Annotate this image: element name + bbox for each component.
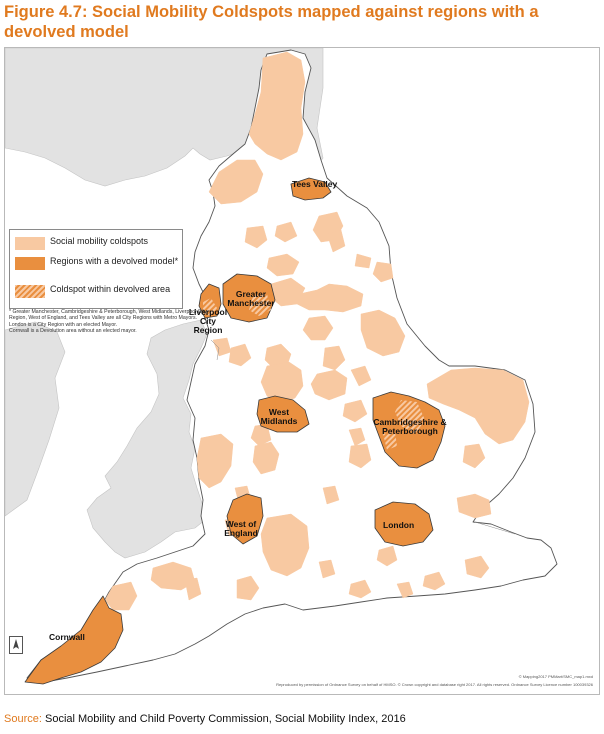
- label-london: London: [383, 520, 415, 530]
- legend-item-coldspots: Social mobility coldspots: [15, 236, 180, 250]
- coldspot-norfolk: [426, 367, 530, 445]
- coldspot-humber: [372, 261, 394, 283]
- devolved-regions: [24, 177, 446, 685]
- coldspot-chester: [212, 337, 232, 357]
- hatched-coldspots: [203, 294, 425, 450]
- hatch-cambridgeshire: [395, 400, 425, 434]
- coldspot-midlands-west: [260, 361, 304, 405]
- coldspot-yorks-dales: [244, 225, 268, 249]
- england-map: [5, 48, 558, 685]
- coldspot-somerset: [260, 513, 310, 577]
- label-tees-valley: Tees Valley: [292, 179, 338, 189]
- label-greater-manchester: Greater Manchester: [227, 289, 275, 308]
- scotland-land: [5, 48, 324, 187]
- coldspot-cumbria: [208, 159, 264, 205]
- coldspot-notts: [322, 345, 346, 371]
- coldspot-torbay: [184, 577, 202, 601]
- source-text: Social Mobility and Child Poverty Commis…: [44, 713, 406, 725]
- coldspot-sheffield: [296, 283, 364, 313]
- region-tees-valley: [290, 177, 332, 201]
- label-cambridgeshire: Cambridgeshire & Peterborough: [373, 417, 447, 436]
- coldspot-bradford: [274, 221, 298, 243]
- source-label: Source:: [4, 713, 42, 725]
- swatch-coldspots: [15, 237, 45, 250]
- coldspot-wilts: [318, 559, 336, 579]
- north-arrow-icon: [9, 636, 23, 654]
- coldspot-areas: [104, 51, 530, 611]
- coldspot-rutland: [350, 365, 372, 387]
- coldspot-herefordshire: [196, 433, 234, 489]
- coldspot-lancs-wolds: [266, 253, 300, 277]
- legend-item-hatched: Coldspot within devolved area: [15, 284, 180, 298]
- coldspot-hull: [354, 253, 372, 269]
- region-cornwall: [24, 595, 124, 685]
- coldspot-surrey: [376, 545, 398, 567]
- coldspot-bedford: [348, 427, 366, 447]
- coldspot-hastings: [396, 581, 414, 599]
- hatch-manchester: [249, 294, 271, 316]
- coldspot-northumberland: [248, 51, 306, 161]
- map-legend: Social mobility coldspots Regions with a…: [9, 229, 183, 309]
- legend-footnotes: * Greater Manchester, Cambridgeshire & P…: [9, 309, 219, 335]
- label-liverpool: Liverpool City Region: [188, 307, 228, 335]
- coldspot-northants: [348, 443, 372, 469]
- ireland-land: [5, 321, 66, 517]
- label-west-midlands: West Midlands: [260, 407, 298, 426]
- swatch-hatched: [15, 285, 45, 298]
- footnote-city-regions: * Greater Manchester, Cambridgeshire & P…: [9, 309, 207, 322]
- legend-label-coldspots: Social mobility coldspots: [50, 236, 149, 246]
- coldspot-shropshire: [228, 343, 252, 367]
- footnote-cornwall: Cornwall is a Devolution area without an…: [9, 328, 137, 335]
- swatch-devolved: [15, 257, 45, 270]
- coast-detail: [210, 339, 516, 535]
- coldspot-derby: [302, 315, 334, 341]
- coldspot-essex-coast: [456, 493, 492, 519]
- coldspot-isle-of-wight: [348, 579, 372, 599]
- legend-label-devolved: Regions with a devolved model*: [50, 256, 179, 266]
- hatch-cambs-south: [383, 432, 397, 450]
- source-note: Source: Social Mobility and Child Povert…: [4, 712, 406, 726]
- label-cornwall: Cornwall: [49, 632, 85, 642]
- label-west-of-england: West of England: [224, 519, 258, 538]
- region-west-of-england: [226, 493, 264, 545]
- wales-land: [86, 319, 208, 559]
- legend-label-hatched: Coldspot within devolved area: [50, 284, 171, 294]
- coldspot-lincolnshire: [360, 309, 406, 357]
- footnote-london: London is a City Region with an elected …: [9, 321, 118, 328]
- coldspot-cotswold: [252, 441, 280, 475]
- region-west-midlands: [256, 395, 310, 433]
- coldspot-leicester: [342, 399, 368, 423]
- hatch-liverpool: [203, 298, 217, 316]
- legend-item-devolved: Regions with a devolved model*: [15, 256, 180, 270]
- coldspot-dorset: [236, 575, 260, 601]
- figure-title: Figure 4.7: Social Mobility Coldspots ma…: [4, 3, 539, 41]
- coldspot-kent: [464, 555, 490, 579]
- map-frame: Social mobility coldspots Regions with a…: [4, 47, 600, 695]
- region-london: [374, 501, 434, 547]
- coldspot-sussex: [422, 571, 446, 591]
- coldspot-oxon: [322, 485, 340, 505]
- coldspot-midlands-east: [310, 369, 348, 401]
- map-reference: © Mapping2017 PMMart/SMC_map1.mxd: [518, 674, 593, 679]
- coldspot-suffolk: [462, 443, 486, 469]
- map-copyright: Reproduced by permission of Ordnance Sur…: [276, 682, 593, 687]
- coldspot-north-yorks: [326, 229, 346, 253]
